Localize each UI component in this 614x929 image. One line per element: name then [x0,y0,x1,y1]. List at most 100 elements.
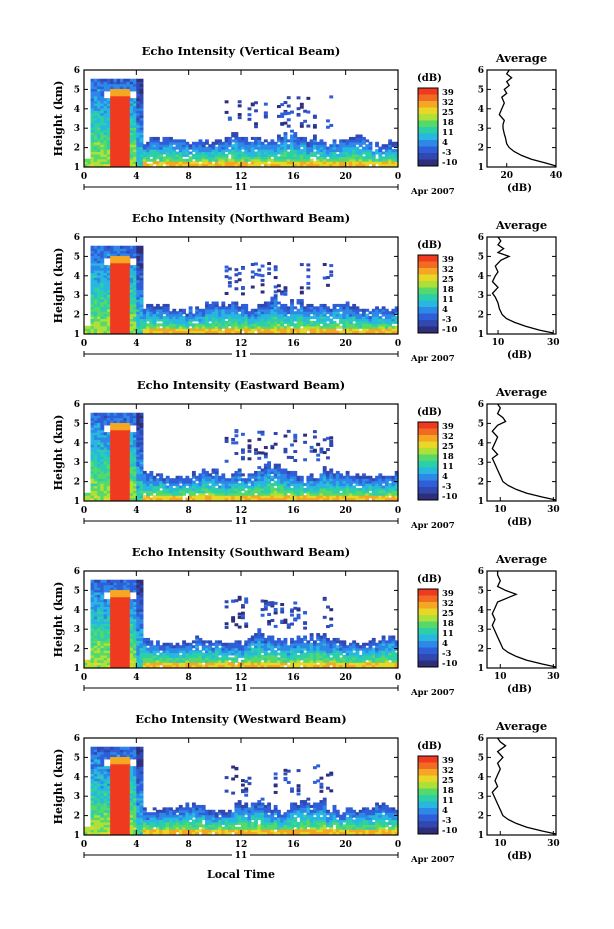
heatmap-cell [263,102,268,106]
heatmap-cell [110,134,115,138]
heatmap-cell [119,412,124,416]
heatmap-cell [90,86,95,90]
heatmap-cell [214,141,219,145]
heatmap-cell [152,485,157,489]
heatmap-cell [116,308,121,312]
heatmap-cell [110,248,115,252]
heatmap-cell [93,664,98,668]
heatmap-cell [182,316,186,320]
heatmap-cell [280,112,285,116]
heatmap-cell [218,318,222,322]
heatmap-cell [103,652,108,656]
heatmap-cell [205,313,209,317]
heatmap-cell [250,151,255,155]
heatmap-cell [218,151,222,155]
heatmap-cell [273,442,278,446]
heatmap-cell [129,122,134,126]
heatmap-cell [93,589,98,593]
heatmap-cell [332,308,337,312]
heatmap-cell [352,325,357,329]
heatmap-cell [172,151,177,155]
heatmap-cell [113,497,118,501]
heatmap-cell [254,313,258,317]
heatmap-cell [169,318,173,322]
heatmap-cell [191,316,196,320]
heatmap-cell [110,257,115,261]
heatmap-cell [119,480,124,484]
heatmap-cell [172,320,177,324]
heatmap-cell [113,591,118,595]
heatmap-cell [254,158,258,162]
heatmap-cell [254,470,258,474]
heatmap-cell [195,478,200,482]
heatmap-cell [106,151,111,155]
heatmap-cell [103,606,108,610]
y-tick-label: 5 [74,85,80,95]
heatmap-cell [123,466,128,470]
heatmap-cell [355,323,360,327]
heatmap-cell [169,144,173,148]
heatmap-cell [84,659,88,663]
heatmap-cell [139,98,144,102]
heatmap-cell [371,320,376,324]
heatmap-cell [146,495,151,499]
heatmap-cell [165,328,170,332]
heatmap-cell [391,487,396,491]
heatmap-cell [103,633,108,637]
heatmap-cell [381,311,386,315]
heatmap-cell [273,153,278,157]
heatmap-cell [348,328,353,332]
heatmap-cell [116,606,121,610]
heatmap-cell [299,122,304,126]
heatmap-cell [303,440,308,444]
heatmap-cell [123,93,128,97]
panel-2: Echo Intensity (Northward Beam)Height (k… [52,211,560,364]
heatmap-cell [155,485,160,489]
heatmap-cell [191,161,196,165]
heatmap-cell [93,325,98,329]
heatmap-cell [136,451,141,455]
heatmap-cell [348,490,353,494]
heatmap-cell [234,134,239,138]
heatmap-cell [267,461,272,465]
heatmap-cell [113,487,118,491]
heatmap-cell [123,468,128,472]
heatmap-cell [129,132,134,136]
heatmap-cell [273,473,278,477]
heatmap-cell [296,313,301,317]
heatmap-cell [146,158,151,162]
heatmap-cell [93,436,98,440]
heatmap-cell [103,657,108,661]
heatmap-cell [241,151,245,155]
heatmap-cell [113,594,118,598]
heatmap-cell [116,490,121,494]
colorbar-swatch [418,153,438,160]
heatmap-cell [133,323,137,327]
heatmap-cell [90,618,95,622]
heatmap-cell [103,422,108,426]
heatmap-cell [103,250,108,254]
heatmap-cell [326,119,330,123]
heatmap-cell [329,443,334,447]
heatmap-cell [191,480,196,484]
heatmap-cell [136,466,141,470]
heatmap-cell [139,303,144,307]
heatmap-cell [283,308,288,312]
heatmap-cell [267,487,272,491]
heatmap-cell [280,495,285,499]
heatmap-cell [178,487,183,491]
heatmap-cell [329,330,334,334]
heatmap-cell [126,149,131,153]
heatmap-cell [123,151,128,155]
heatmap-cell [247,153,252,157]
heatmap-cell [394,330,399,334]
heatmap-cell [316,480,321,484]
heatmap-cell [100,255,105,259]
heatmap-cell [103,618,108,622]
heatmap-cell [221,487,226,491]
heatmap-cell [116,294,121,298]
heatmap-cell [195,330,200,334]
heatmap-cell [306,478,311,482]
heatmap-cell [113,434,118,438]
heatmap-cell [306,275,311,279]
